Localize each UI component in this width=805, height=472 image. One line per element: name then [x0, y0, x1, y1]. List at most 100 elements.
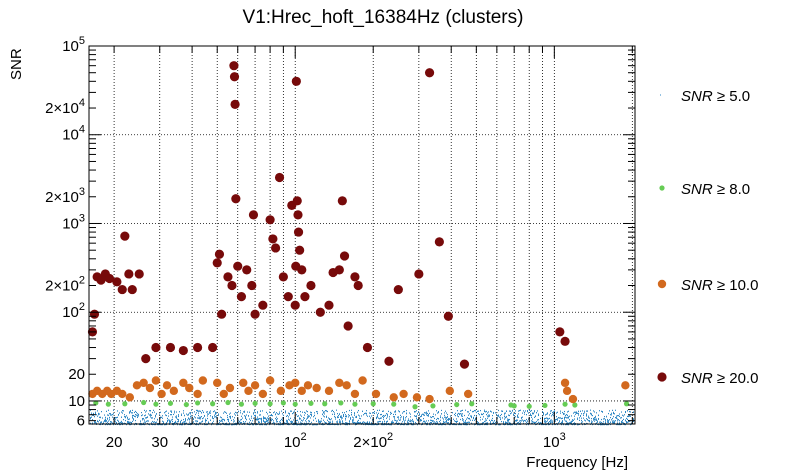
snr5-point	[177, 423, 178, 426]
snr5-point	[362, 410, 363, 413]
snr5-point	[131, 421, 132, 424]
snr5-point	[354, 422, 355, 424]
snr5-point	[572, 419, 573, 421]
snr5-point	[238, 421, 239, 423]
snr5-point	[550, 412, 551, 414]
snr5-point	[167, 417, 168, 420]
series-3-point	[324, 300, 334, 310]
snr5-point	[288, 418, 289, 420]
snr5-point	[528, 412, 529, 414]
series-1-point	[93, 400, 99, 406]
snr5-point	[518, 416, 519, 418]
snr5-point	[510, 410, 511, 412]
snr5-point	[522, 416, 523, 418]
snr5-point	[403, 417, 404, 419]
snr5-point	[265, 418, 266, 420]
snr5-point	[605, 421, 606, 424]
snr5-point	[588, 417, 589, 419]
snr5-point	[482, 413, 483, 416]
snr5-point	[619, 413, 620, 415]
snr5-point	[424, 412, 425, 414]
snr5-point	[310, 417, 311, 419]
snr5-point	[119, 422, 120, 424]
snr5-point	[164, 412, 165, 414]
snr5-point	[313, 423, 314, 426]
snr5-point	[122, 422, 123, 424]
y-tick-label: 2×102	[45, 275, 85, 295]
snr5-point	[527, 410, 528, 412]
series-2-point	[179, 378, 188, 388]
snr5-point	[421, 414, 422, 416]
snr5-point	[586, 418, 587, 420]
snr5-point	[568, 422, 569, 424]
series-3-point	[178, 345, 188, 356]
snr5-point	[560, 410, 561, 412]
snr5-point	[519, 409, 520, 412]
snr5-point	[308, 416, 309, 418]
snr5-point	[154, 418, 155, 420]
snr5-point	[196, 409, 197, 412]
snr5-point	[162, 420, 163, 422]
snr5-point	[135, 410, 136, 413]
snr5-point	[289, 414, 290, 416]
snr5-point	[584, 410, 585, 412]
snr5-point	[195, 420, 196, 422]
snr5-point	[98, 414, 99, 416]
snr5-point	[264, 417, 265, 419]
snr5-point	[333, 410, 334, 413]
series-1-point	[370, 401, 376, 407]
series-3-point	[334, 265, 344, 275]
snr5-point	[174, 412, 175, 414]
snr5-point	[378, 412, 379, 414]
snr5-point	[446, 416, 447, 419]
snr5-point	[119, 412, 120, 414]
snr5-point	[496, 413, 497, 416]
snr5-point	[402, 412, 403, 414]
snr5-point	[297, 410, 298, 413]
snr5-point	[124, 422, 125, 425]
snr5-point	[326, 415, 327, 417]
snr5-point	[532, 422, 533, 424]
snr5-point	[612, 409, 613, 411]
snr5-point	[394, 411, 395, 413]
series-3-point	[295, 245, 305, 255]
snr5-point	[348, 414, 349, 416]
snr5-point	[460, 418, 461, 421]
snr5-point	[623, 418, 624, 420]
snr5-point	[238, 410, 239, 412]
snr5-point	[305, 420, 306, 422]
snr5-point	[291, 422, 292, 424]
snr5-point	[633, 411, 634, 414]
snr5-point	[496, 423, 497, 426]
snr5-point	[113, 413, 114, 415]
snr5-point	[199, 422, 200, 425]
snr5-point	[150, 416, 151, 418]
snr5-point	[314, 412, 315, 414]
snr5-point	[563, 412, 564, 415]
series-3-point	[293, 210, 303, 220]
snr5-point	[594, 420, 595, 422]
snr5-point	[342, 422, 343, 424]
snr5-point	[322, 423, 323, 426]
snr5-point	[148, 413, 149, 415]
snr5-point	[399, 410, 400, 413]
snr5-point	[280, 420, 281, 422]
series-2-point	[399, 389, 408, 399]
snr5-point	[371, 415, 372, 417]
snr5-point	[596, 418, 597, 420]
snr5-point	[351, 414, 352, 416]
snr5-point	[405, 417, 406, 419]
series-2-point	[219, 389, 228, 399]
legend-entry-label: SNR ≥ 20.0	[681, 370, 758, 387]
snr5-point	[442, 423, 443, 426]
snr5-point	[413, 420, 414, 422]
snr5-point	[144, 415, 145, 417]
snr5-point	[219, 421, 220, 424]
snr5-point	[152, 420, 153, 423]
snr5-point	[349, 415, 350, 417]
snr5-point	[510, 413, 511, 415]
snr5-point	[518, 413, 519, 415]
snr5-point	[308, 422, 309, 424]
snr5-point	[128, 422, 129, 424]
series-3-point	[292, 196, 302, 206]
